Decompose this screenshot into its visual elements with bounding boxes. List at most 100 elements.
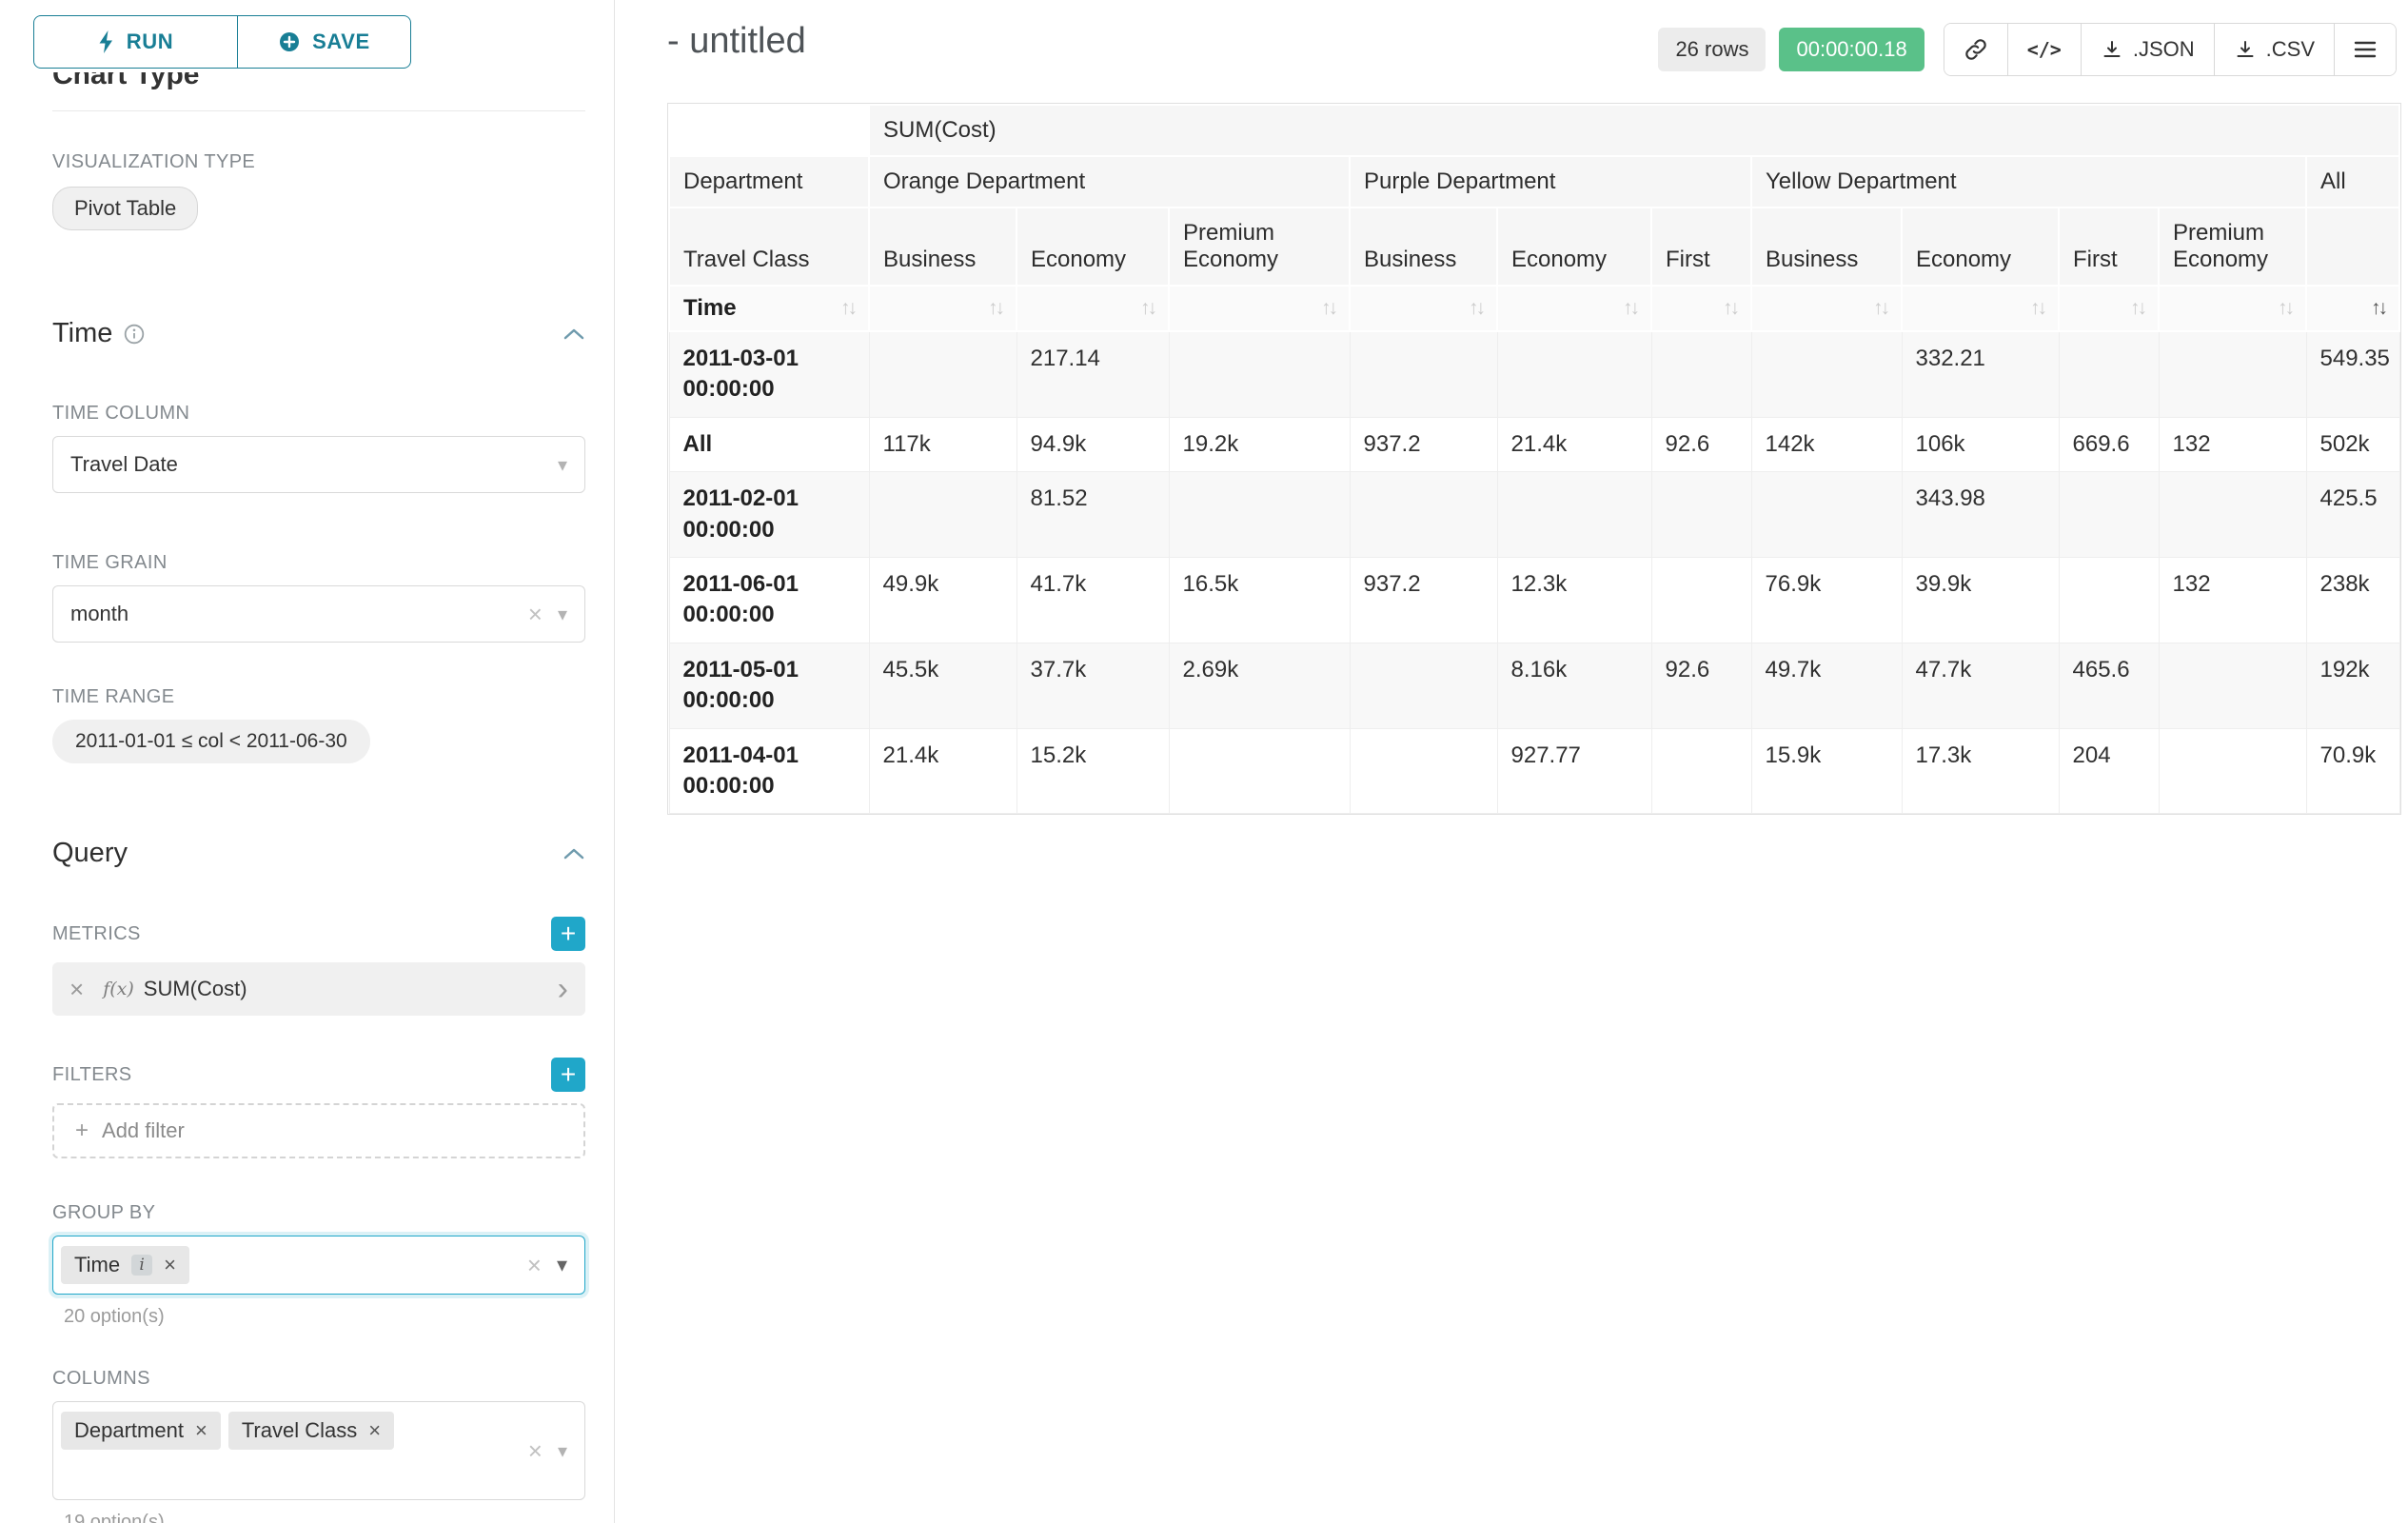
- pivot-value-cell: [2158, 727, 2307, 815]
- time-column-select[interactable]: Travel Date ▾: [52, 436, 585, 493]
- more-menu-button[interactable]: [2334, 24, 2396, 75]
- remove-chip-icon[interactable]: ×: [368, 1418, 382, 1442]
- pivot-value-cell: [2058, 556, 2160, 643]
- sort-column-header[interactable]: ↑↓: [868, 285, 1017, 332]
- pivot-value-cell: [1650, 556, 1752, 643]
- pivot-col-header: Premium Economy: [2158, 207, 2307, 287]
- pivot-value-cell: 117k: [868, 416, 1017, 473]
- time-section-header[interactable]: Time: [52, 318, 585, 349]
- add-filter-button[interactable]: + Add filter: [52, 1103, 585, 1158]
- pivot-value-cell: 21.4k: [1496, 416, 1652, 473]
- table-row: 2011-04-01 00:00:00 21.4k 15.2k 927.77 15.9k…: [668, 727, 2400, 815]
- pivot-value-cell: 19.2k: [1168, 416, 1351, 473]
- sort-column-header[interactable]: ↑↓: [1901, 285, 2060, 332]
- chevron-right-icon[interactable]: ›: [557, 971, 568, 1007]
- save-button-label: SAVE: [312, 30, 370, 53]
- sort-icon: ↑↓: [988, 297, 1005, 319]
- sort-column-header[interactable]: ↑↓: [1496, 285, 1652, 332]
- pivot-value-cell: 343.98: [1901, 471, 2060, 558]
- chevron-up-icon[interactable]: [563, 327, 585, 341]
- sort-column-header[interactable]: ↑↓: [2058, 285, 2160, 332]
- metrics-label: METRICS: [52, 922, 141, 944]
- pivot-department-row: Department Orange Department Purple Depart…: [668, 155, 2400, 208]
- sort-column-header[interactable]: ↑↓: [1650, 285, 1752, 332]
- sort-column-header[interactable]: ↑↓: [2305, 285, 2400, 332]
- time-label: Time: [683, 295, 737, 321]
- pivot-sort-row: Time ↑↓ ↑↓ ↑↓ ↑↓ ↑↓ ↑↓ ↑↓ ↑↓ ↑↓ ↑↓ ↑↓ ↑↓: [668, 285, 2400, 332]
- pivot-value-cell: 927.77: [1496, 727, 1652, 815]
- sort-column-header[interactable]: ↑↓: [1349, 285, 1498, 332]
- export-json-button[interactable]: .JSON: [2080, 24, 2214, 75]
- sort-column-header[interactable]: ↑↓: [1168, 285, 1351, 332]
- group-by-select[interactable]: Time i × × ▾: [52, 1236, 585, 1295]
- add-metric-button[interactable]: +: [551, 917, 585, 951]
- remove-metric-icon[interactable]: ×: [69, 974, 85, 1003]
- pivot-metric-row: SUM(Cost): [668, 104, 2400, 157]
- pivot-row-header: All: [668, 416, 870, 473]
- metric-chip[interactable]: × f(x) SUM(Cost) ›: [52, 962, 585, 1016]
- pivot-value-cell: [2158, 330, 2307, 418]
- pivot-time-header[interactable]: Time ↑↓: [668, 285, 870, 332]
- pivot-value-cell: [2158, 642, 2307, 729]
- export-csv-button[interactable]: .CSV: [2213, 24, 2334, 75]
- sort-column-header[interactable]: ↑↓: [1750, 285, 1903, 332]
- remove-chip-icon[interactable]: ×: [164, 1253, 176, 1276]
- pivot-value-cell: [1750, 471, 1903, 558]
- pivot-value-cell: [868, 471, 1017, 558]
- clear-icon[interactable]: ×: [527, 600, 543, 628]
- time-grain-select[interactable]: month × ▾: [52, 585, 585, 643]
- pivot-col-header: Premium Economy: [1168, 207, 1351, 287]
- sort-column-header[interactable]: ↑↓: [2158, 285, 2307, 332]
- selected-option-chip[interactable]: Department ×: [61, 1412, 221, 1450]
- pivot-group-header: Purple Department: [1349, 155, 1752, 208]
- caret-down-icon: ▾: [557, 603, 567, 625]
- chart-type-section-clipped: Chart Type: [52, 72, 585, 103]
- run-button-label: RUN: [126, 30, 174, 53]
- cell-content: ↑↓: [1364, 297, 1486, 320]
- query-section-header[interactable]: Query: [52, 838, 585, 869]
- pivot-value-cell: 549.35: [2305, 330, 2400, 418]
- code-icon: </>: [2026, 38, 2062, 61]
- columns-select[interactable]: Department × Travel Class × × ▾: [52, 1401, 585, 1500]
- cell-content: ↑↓: [1766, 297, 1890, 320]
- pivot-row-header: 2011-03-01 00:00:00: [668, 330, 870, 418]
- time-range-pill[interactable]: 2011-01-01 ≤ col < 2011-06-30: [52, 720, 370, 763]
- filters-label: FILTERS: [52, 1063, 132, 1085]
- pivot-corner-cell: [668, 104, 870, 157]
- function-icon: f(x): [103, 979, 134, 999]
- pivot-value-cell: 502k: [2305, 416, 2400, 473]
- pivot-value-cell: [1168, 330, 1351, 418]
- plus-icon: +: [75, 1118, 89, 1143]
- bolt-icon: [98, 30, 115, 53]
- pivot-value-cell: 37.7k: [1016, 642, 1170, 729]
- selected-option-chip[interactable]: Time i ×: [61, 1246, 189, 1284]
- pivot-col-header: Economy: [1901, 207, 2060, 287]
- pivot-value-cell: [2058, 471, 2160, 558]
- query-timer-badge: 00:00:00.18: [1779, 28, 1924, 71]
- chevron-up-icon[interactable]: [563, 847, 585, 860]
- table-row: 2011-02-01 00:00:00 81.52 343.98 425.5: [668, 471, 2400, 558]
- pivot-value-cell: 41.7k: [1016, 556, 1170, 643]
- sort-column-header[interactable]: ↑↓: [1016, 285, 1170, 332]
- cell-content: ↑↓: [2073, 297, 2147, 320]
- save-button[interactable]: SAVE: [238, 15, 411, 69]
- pivot-value-cell: [1349, 471, 1498, 558]
- view-query-button[interactable]: </>: [2006, 24, 2081, 75]
- info-icon: i: [131, 1255, 153, 1276]
- clear-icon[interactable]: ×: [526, 1251, 542, 1279]
- pivot-col-header: Economy: [1016, 207, 1170, 287]
- add-filter-plus-button[interactable]: +: [551, 1058, 585, 1092]
- pivot-value-cell: [2158, 471, 2307, 558]
- pivot-travel-class-row: Travel Class Business Economy Premium Econo…: [668, 207, 2400, 287]
- cell-content: ↑↓: [2320, 297, 2388, 320]
- chart-area: - untitled 26 rows 00:00:00.18 </>: [615, 0, 2408, 1523]
- pivot-value-cell: [868, 330, 1017, 418]
- clear-icon[interactable]: ×: [527, 1436, 543, 1465]
- visualization-type-pill[interactable]: Pivot Table: [52, 187, 199, 230]
- share-link-button[interactable]: [1944, 24, 2007, 75]
- pivot-value-cell: [1349, 330, 1498, 418]
- run-button[interactable]: RUN: [33, 15, 238, 69]
- selected-option-chip[interactable]: Travel Class ×: [227, 1412, 395, 1450]
- remove-chip-icon[interactable]: ×: [194, 1418, 207, 1442]
